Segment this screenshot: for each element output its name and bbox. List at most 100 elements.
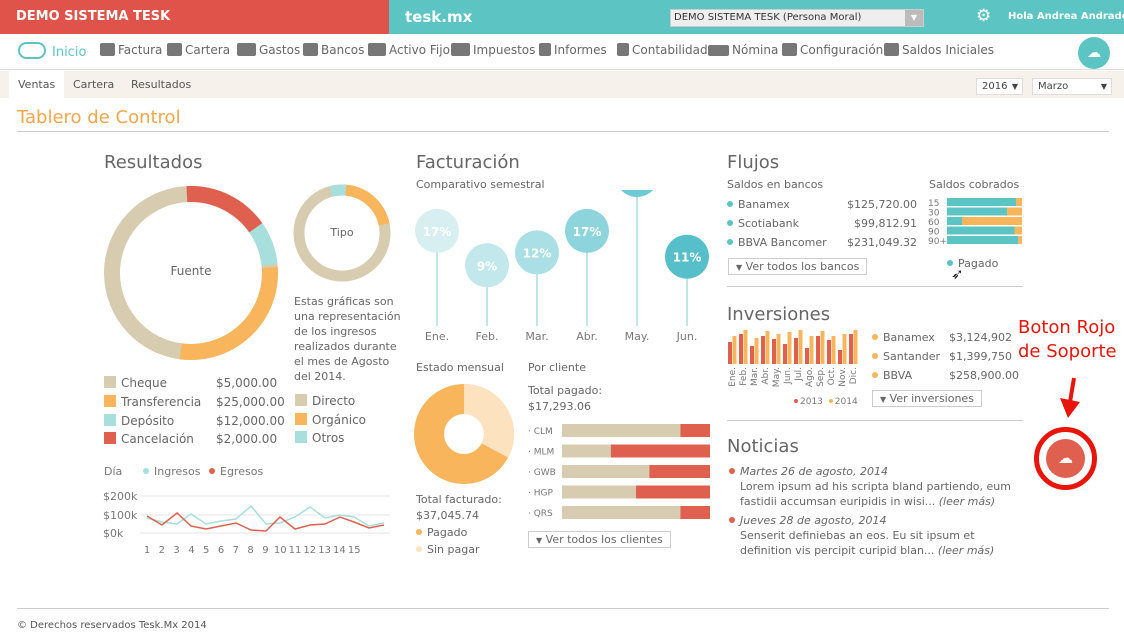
year-select[interactable]: 2016 ▼	[976, 78, 1023, 95]
month-select[interactable]: Marzo ▼	[1032, 78, 1112, 95]
bar-2014	[842, 334, 847, 364]
bubble	[515, 230, 559, 275]
xtick: 5	[203, 545, 209, 556]
brand-name: DEMO SISTEMA TESK	[0, 0, 389, 34]
inversion-bars: Ene. Feb. Mar. Abr. May. Jun. Jul. Ago. Sep. Oct.…	[728, 330, 859, 387]
arrow-head	[1060, 398, 1080, 418]
resultados-description: Estas gráficas son una representación de…	[294, 295, 401, 383]
nav-item-cartera[interactable]: Cartera	[167, 43, 230, 57]
ver-inversiones-button[interactable]: ▼ Ver inversiones	[872, 390, 982, 407]
legend-directo: Directo	[295, 394, 355, 408]
client-bar-paid	[562, 485, 636, 499]
client-bar-unpaid	[680, 506, 710, 519]
bar-2013	[838, 350, 842, 364]
client-bar-unpaid	[680, 424, 710, 437]
flujos-title: Flujos	[727, 152, 780, 173]
tab-cartera[interactable]: Cartera	[73, 78, 115, 91]
bar-2013	[794, 338, 798, 364]
dot	[947, 260, 953, 266]
nav-item-inicio[interactable]: Inicio	[18, 42, 86, 60]
resultados-title: Resultados	[104, 152, 203, 173]
saldos-bancos-label: Saldos en bancos	[727, 178, 824, 191]
ingresos-egresos-line-chart: $200k $100k $0k 1 2 3 4 5 6 7 8 9 10 11 12 13 14 15	[103, 490, 390, 556]
tab-ventas[interactable]: Ventas	[9, 71, 65, 99]
xtick: 2	[159, 545, 165, 556]
nav-item-activo-fijo[interactable]: Activo Fijo	[368, 43, 450, 57]
facturacion-bubble-chart: 17%Ene.9%Feb.12%Mar.17%Abr.30%May.11%Jun…	[415, 190, 709, 343]
nav-item-factura[interactable]: Factura	[100, 43, 162, 57]
nav-item-saldos-iniciales[interactable]: Saldos Iniciales	[884, 43, 994, 57]
gear-icon[interactable]: ⚙	[976, 6, 992, 26]
legend-deposito: Depósito $12,000.00	[104, 414, 285, 428]
nav-item-gastos[interactable]: Gastos	[237, 43, 300, 57]
client-bar-paid	[562, 424, 681, 437]
cobrados-bar-unpaid	[962, 217, 1022, 225]
client-bars: · CLM · MLM · GWB · HGP · QRS	[528, 424, 710, 519]
bar-2014	[831, 336, 836, 364]
read-more-link[interactable]: (leer más)	[937, 544, 995, 557]
briefcase-icon	[451, 43, 470, 56]
dot	[828, 399, 833, 403]
month-label: Mar.	[750, 367, 760, 386]
cobrados-tick: 15	[928, 199, 939, 209]
cobrados-bar-unpaid	[1016, 198, 1022, 206]
nav-item-bancos[interactable]: Bancos	[303, 43, 364, 57]
company-select-value: DEMO SISTEMA TESK (Persona Moral)	[674, 12, 862, 23]
xtick: 9	[262, 545, 268, 556]
bar-2014	[765, 331, 770, 364]
month-label: Ene.	[425, 330, 449, 343]
xtick: 7	[233, 545, 239, 556]
nav-item-contabilidad[interactable]: Contabilidad	[617, 43, 708, 57]
bubble-label: 12%	[523, 246, 552, 260]
swatch	[104, 376, 116, 388]
tab-resultados[interactable]: Resultados	[131, 78, 192, 91]
legend-egresos: Egresos	[209, 465, 263, 478]
xtick: 4	[188, 545, 194, 556]
xtick: 12	[303, 545, 316, 556]
client-bar-paid	[562, 506, 681, 519]
house-icon	[368, 43, 386, 56]
user-greeting[interactable]: Hola Andrea Andrade	[1008, 11, 1124, 22]
ytick: $100k	[103, 509, 138, 522]
nav-item-nomina[interactable]: Nómina	[708, 43, 778, 57]
month-label: Feb.	[476, 330, 499, 343]
xtick: 8	[247, 545, 253, 556]
ver-bancos-button[interactable]: ▼ Ver todos los bancos	[728, 258, 868, 275]
total-facturado-value: $37,045.74	[416, 509, 479, 522]
dot	[872, 372, 878, 378]
support-cloud-button[interactable]: ☁	[1078, 37, 1110, 69]
facturacion-subtitle: Comparativo semestral	[416, 178, 545, 191]
nav-item-configuracion[interactable]: Configuración	[782, 43, 883, 57]
inversiones-title: Inversiones	[727, 304, 831, 325]
nav-item-impuestos[interactable]: Impuestos	[451, 43, 535, 57]
month-label: Ene.	[728, 367, 738, 387]
support-red-button[interactable]: ☁	[1046, 439, 1085, 478]
tab-bar: Ventas Cartera Resultados	[0, 71, 1124, 99]
month-label: Abr.	[761, 367, 771, 385]
cobrados-tick: 30	[928, 209, 940, 219]
legend-ingresos: Ingresos	[143, 465, 200, 478]
month-label: Mar.	[525, 330, 548, 343]
month-label: Abr.	[576, 330, 598, 343]
banco-row: Banamex $125,720.00	[727, 198, 917, 211]
inversiones-legend: 2013 2014	[794, 397, 858, 407]
site-logo[interactable]: tesk.mx	[405, 8, 473, 26]
nav-item-informes[interactable]: Informes	[539, 43, 607, 57]
bar-2013	[772, 339, 776, 364]
dot	[416, 546, 422, 552]
xtick: 1	[144, 545, 150, 556]
cobrados-tick: 90	[928, 228, 940, 238]
wallet-icon	[167, 43, 182, 56]
read-more-link[interactable]: (leer más)	[938, 495, 996, 508]
annotation-arrow-icon	[1060, 377, 1080, 418]
cloud-icon: ☁	[1058, 449, 1073, 467]
footer-copyright: © Derechos reservados Tesk.Mx 2014	[17, 620, 207, 631]
cobrados-bar-paid	[947, 226, 1015, 235]
legend-cheque: Cheque $5,000.00	[104, 376, 277, 390]
estado-mensual-title: Estado mensual	[416, 361, 504, 374]
company-select[interactable]: DEMO SISTEMA TESK (Persona Moral) ▼	[670, 9, 924, 27]
client-bar-paid	[562, 465, 650, 478]
noticias-title: Noticias	[727, 436, 799, 457]
ver-clientes-button[interactable]: ▼ Ver todos los clientes	[528, 531, 671, 548]
dot	[727, 239, 733, 245]
